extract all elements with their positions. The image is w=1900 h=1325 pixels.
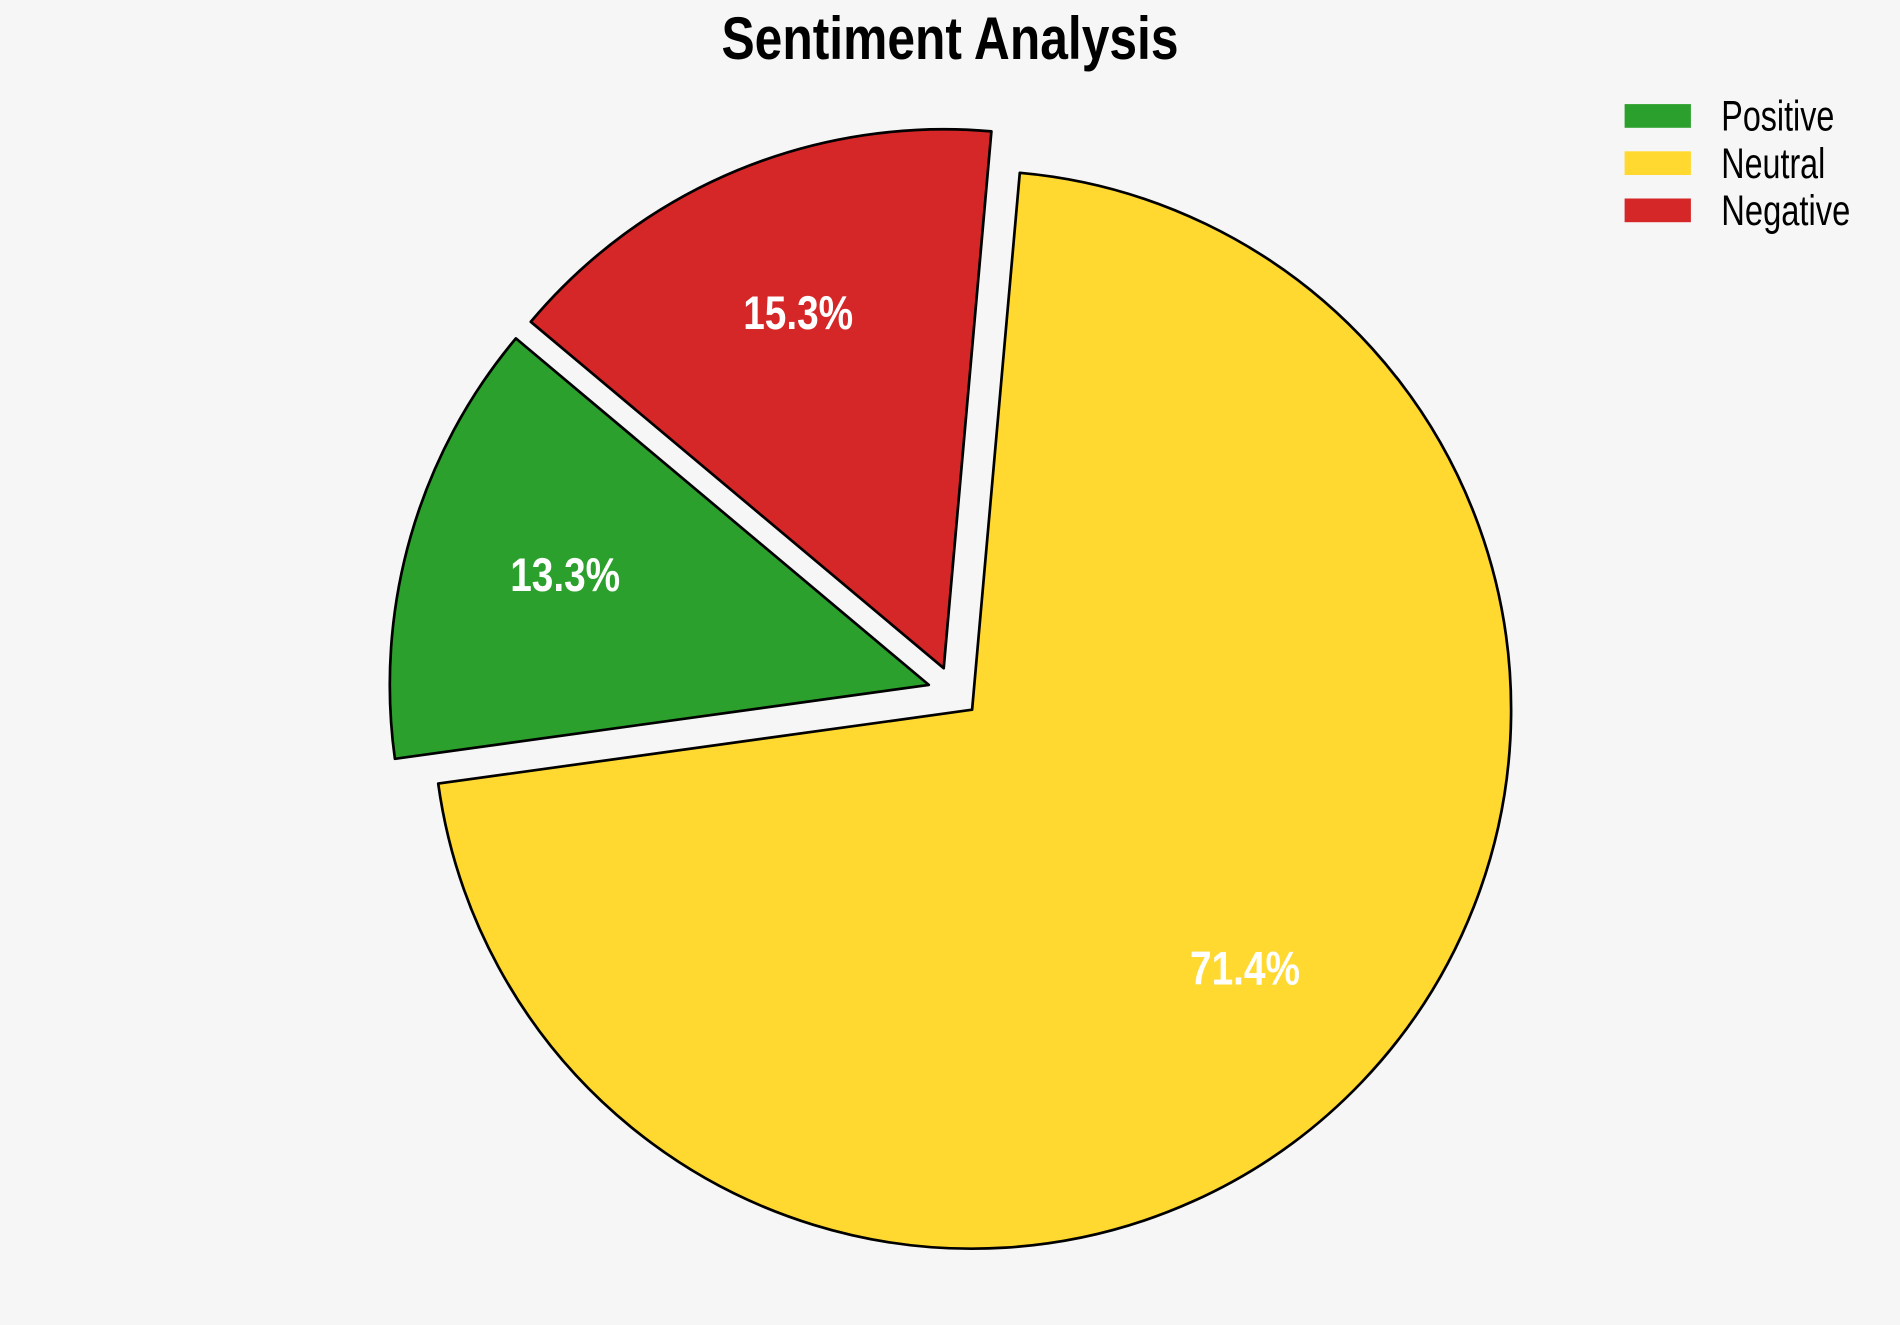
svg-text:Positive: Positive — [1721, 93, 1834, 141]
svg-text:13.3%: 13.3% — [510, 548, 620, 601]
svg-text:Sentiment Analysis: Sentiment Analysis — [722, 5, 1179, 72]
svg-text:Neutral: Neutral — [1721, 140, 1825, 188]
svg-text:Negative: Negative — [1721, 187, 1850, 235]
svg-text:71.4%: 71.4% — [1190, 942, 1300, 995]
svg-text:15.3%: 15.3% — [743, 286, 853, 339]
